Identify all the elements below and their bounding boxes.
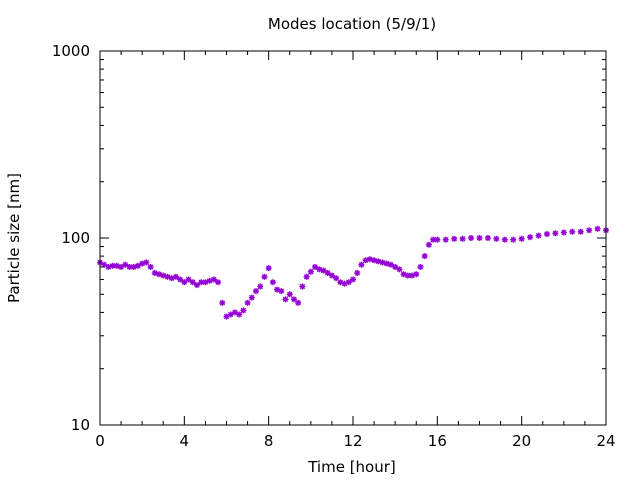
data-point [328,272,335,279]
data-point [193,282,200,289]
data-point [350,276,356,283]
data-point [577,228,584,235]
data-point [560,229,567,236]
data-point [109,262,116,269]
y-tick-label: 1000 [52,42,90,60]
data-point [269,279,276,286]
data-point [383,260,390,267]
data-point [177,276,184,283]
data-point [552,230,559,237]
data-point [366,256,373,263]
data-point [442,236,449,243]
x-tick-label: 4 [180,432,190,450]
data-point [134,262,141,269]
data-point [320,267,327,274]
data-point [333,275,340,282]
x-tick-label: 20 [512,432,531,450]
data-point [278,288,285,295]
data-point [518,235,525,242]
data-point [468,235,475,241]
data-point [198,279,205,286]
data-point [345,279,352,286]
data-point [101,261,108,268]
y-axis-label: Particle size [nm] [5,173,23,303]
data-point [396,266,403,273]
data-point [215,279,222,286]
plot-frame [99,50,607,426]
data-point [202,279,209,286]
data-point [295,299,302,306]
data-point [219,299,226,306]
data-point [484,235,491,241]
data-point [510,236,517,243]
data-point [476,235,483,241]
x-tick-label: 24 [596,432,615,450]
data-point [493,235,500,242]
data-point [147,263,154,270]
data-point [594,225,601,232]
data-point [126,263,133,270]
data-point [316,266,323,273]
data-point [189,279,196,286]
data-point [312,263,319,270]
data-point [122,261,129,268]
data-point [543,231,550,238]
x-tick-label: 8 [264,432,274,450]
data-point [434,236,441,243]
chart-title: Modes location (5/9/1) [268,15,436,33]
data-point [261,273,268,280]
axis-ticks: 0 4 8 12 16 20 24 10 100 1000 [52,42,616,450]
data-point [105,263,112,270]
data-point [501,236,508,243]
data-point [286,291,293,298]
data-point [535,232,542,239]
data-point [324,269,331,276]
data-point [387,261,394,268]
data-point [451,235,458,242]
data-point [371,257,378,264]
data-point [240,307,247,314]
data-point [379,259,386,266]
data-point [392,263,399,270]
data-points [97,225,609,320]
x-tick-label: 0 [95,432,105,450]
data-point [257,283,264,290]
data-point [303,273,310,280]
x-tick-label: 12 [343,432,362,450]
data-point [265,265,272,272]
data-point [413,271,420,278]
data-point [139,260,146,267]
data-point [210,276,217,283]
data-point [172,273,179,280]
data-point [375,258,382,265]
x-axis-label: Time [hour] [307,458,396,476]
data-point [362,257,369,264]
data-point [586,227,593,234]
data-point [307,268,314,275]
data-point [290,296,297,303]
data-point [421,253,428,260]
data-point [118,263,125,270]
data-point [569,228,576,235]
data-point [527,234,534,241]
data-point [282,296,289,303]
data-point [354,269,361,276]
data-point [185,276,192,283]
data-point [253,288,260,295]
data-point [299,283,306,290]
data-point [459,235,466,242]
data-point [244,299,251,306]
data-point [417,263,424,270]
data-point [143,259,150,266]
y-tick-label: 100 [61,229,90,247]
data-point [425,241,432,248]
data-point [236,311,243,318]
data-point [248,294,255,301]
y-tick-label: 10 [71,416,90,434]
data-point [181,279,188,286]
data-point [358,261,365,268]
x-tick-label: 16 [428,432,447,450]
